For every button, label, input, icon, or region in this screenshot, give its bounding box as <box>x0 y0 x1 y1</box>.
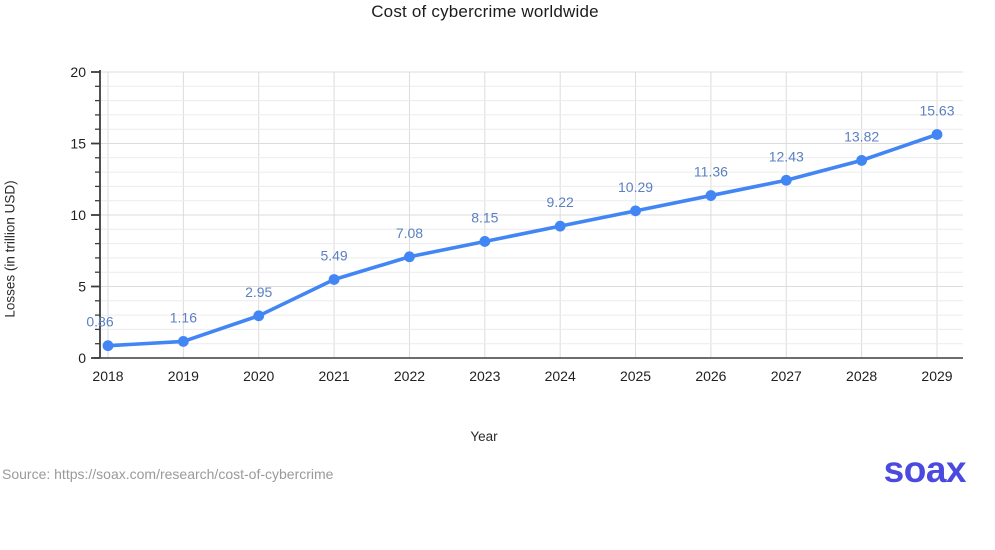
data-point-label: 13.82 <box>844 128 879 144</box>
x-tick-label: 2026 <box>695 368 726 384</box>
y-tick-label: 0 <box>78 350 86 366</box>
x-tick-label: 2018 <box>92 368 123 384</box>
y-tick-label: 20 <box>70 64 86 80</box>
source-note: Source: https://soax.com/research/cost-o… <box>2 466 334 482</box>
data-point <box>253 310 265 322</box>
x-tick-label: 2024 <box>545 368 576 384</box>
data-point <box>479 236 491 247</box>
data-point-label: 7.08 <box>396 225 423 241</box>
y-tick-label: 15 <box>70 136 86 152</box>
data-point-label: 1.16 <box>170 309 197 325</box>
data-point-label: 5.49 <box>320 247 347 263</box>
data-point <box>705 190 717 201</box>
data-point <box>856 154 868 166</box>
data-point <box>404 251 415 263</box>
data-point-label: 0.86 <box>86 314 113 330</box>
x-tick-label: 2022 <box>394 368 425 384</box>
x-tick-label: 2029 <box>921 368 952 384</box>
x-tick-label: 2025 <box>620 368 651 384</box>
data-point <box>780 174 792 186</box>
y-tick-label: 10 <box>70 207 86 223</box>
series-line <box>106 132 939 348</box>
data-point-label: 12.43 <box>769 148 804 164</box>
y-tick-label: 5 <box>78 279 86 295</box>
data-point <box>328 274 340 285</box>
data-point <box>554 220 566 232</box>
x-tick-label: 2020 <box>243 368 274 384</box>
soax-logo: soax <box>883 449 967 490</box>
x-tick-label: 2027 <box>771 368 802 384</box>
x-tick-label: 2023 <box>469 368 500 384</box>
data-point-label: 8.15 <box>471 209 498 225</box>
x-tick-label: 2019 <box>168 368 199 384</box>
y-axis-title: Losses (in trillion USD) <box>2 180 18 318</box>
data-point-label: 10.29 <box>618 179 653 195</box>
data-point <box>102 340 114 352</box>
x-tick-label: 2021 <box>319 368 350 384</box>
data-point <box>177 336 189 347</box>
data-point-label: 15.63 <box>919 102 954 118</box>
data-point-label: 9.22 <box>547 194 574 210</box>
data-point-label: 11.36 <box>694 164 728 180</box>
x-axis-title: Year <box>470 429 498 444</box>
data-point <box>931 129 943 140</box>
chart-title: Cost of cybercrime worldwide <box>371 2 599 21</box>
x-tick-label: 2028 <box>846 368 877 384</box>
data-point-label: 2.95 <box>245 284 272 300</box>
data-point <box>630 205 641 217</box>
